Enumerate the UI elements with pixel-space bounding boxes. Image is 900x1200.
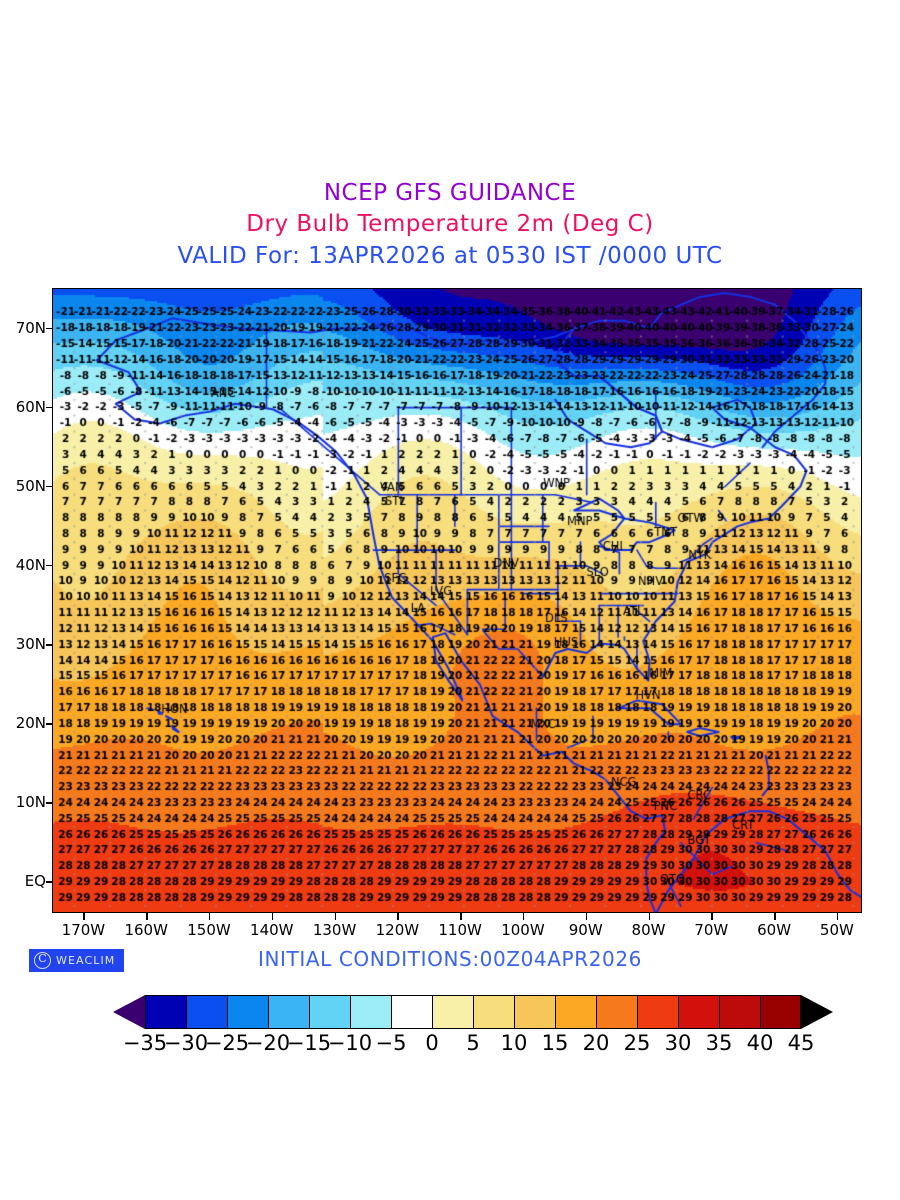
lat-tick-label: EQ [24,872,46,891]
lon-tick-label: 130W [312,921,357,939]
lat-tick-label: 60N [15,397,46,416]
weaclim-logo[interactable]: C WEACLIM [29,949,124,972]
colorbar [113,995,833,1029]
colorbar-cell [391,995,432,1029]
lon-tick-label: 50W [819,921,854,939]
lat-tick-label: 70N [15,318,46,337]
lat-tick [46,802,53,804]
lat-tick [46,327,53,330]
colorbar-cell [678,995,719,1029]
lat-tick-label: 10N [15,793,46,812]
lon-tick [334,913,337,920]
lat-tick [46,485,53,488]
colorbar-cell [473,995,514,1029]
colorbar-cell [719,995,760,1029]
lat-tick [46,881,53,883]
colorbar-tick: 25 [623,1031,651,1055]
lon-tick [460,913,462,920]
lon-tick-label: 160W [124,921,168,939]
lon-tick-label: 170W [61,921,106,939]
lon-tick-label: 110W [438,921,482,939]
colorbar-tick: 10 [500,1031,528,1055]
colorbar-tick: −30 [163,1031,209,1055]
lon-tick [648,913,650,920]
lat-tick [46,723,53,725]
lon-tick [208,913,211,920]
colorbar-over-arrow-icon [801,995,833,1029]
colorbar-tick: −5 [375,1031,407,1055]
lon-tick [522,913,525,920]
colorbar-tick: 40 [746,1031,774,1055]
colorbar-tick: −15 [286,1031,332,1055]
colorbar-cell [227,995,268,1029]
colorbar-cell [514,995,555,1029]
colorbar-tick: 0 [425,1031,439,1055]
colorbar-tick: −10 [327,1031,373,1055]
lon-tick-label: 60W [757,921,792,939]
colorbar-tick: 20 [582,1031,610,1055]
colorbar-cell [268,995,309,1029]
colorbar-cell [555,995,596,1029]
weaclim-label: WEACLIM [56,954,116,967]
colorbar-tick: 35 [705,1031,733,1055]
title-block: NCEP GFS GUIDANCE Dry Bulb Temperature 2… [0,178,900,272]
lon-tick [774,913,776,920]
lat-tick-label: 30N [15,635,46,653]
lat-tick-label: 40N [15,555,46,574]
lon-tick-label: 80W [631,921,666,939]
lon-tick-label: 100W [501,921,545,939]
page-title: NCEP GFS GUIDANCE [323,180,577,206]
lon-tick [271,913,274,920]
copyright-icon: C [34,952,51,969]
colorbar-cell [350,995,391,1029]
lat-tick [46,406,53,409]
initial-conditions-label: INITIAL CONDITIONS:00Z04APR2026 [257,947,642,971]
lon-tick-label: 120W [375,921,420,939]
colorbar-cell [760,995,801,1029]
colorbar-tick: 45 [787,1031,815,1055]
page-subtitle: Dry Bulb Temperature 2m (Deg C) [246,211,654,237]
lon-tick [836,913,839,920]
colorbar-tick: −20 [245,1031,291,1055]
colorbar-tick-labels: −35 −30 −25 −20 −15 −10 −5 0 5 10 15 20 25 30 35 40 45 [113,1031,833,1057]
lat-tick [46,644,53,646]
colorbar-cell [309,995,350,1029]
lat-tick-label: 20N [15,714,46,733]
temperature-map[interactable] [52,288,862,913]
lon-tick-label: 70W [694,921,729,939]
lon-tick [146,913,148,920]
colorbar-cell [186,995,227,1029]
lon-tick-label: 90W [568,921,603,939]
lon-tick [83,913,85,920]
colorbar-cell [145,995,186,1029]
colorbar-tick: 30 [664,1031,692,1055]
colorbar-tick: 15 [541,1031,569,1055]
colorbar-tick: −35 [122,1031,168,1055]
valid-time: VALID For: 13APR2026 at 0530 IST /0000 U… [177,243,723,269]
lat-tick [46,564,53,567]
lon-tick [397,913,399,920]
colorbar-cell [637,995,678,1029]
lon-tick-label: 140W [250,921,294,939]
colorbar-cells [145,995,801,1029]
lon-tick [585,913,588,920]
lon-tick-label: 150W [187,921,231,939]
colorbar-cell [432,995,473,1029]
colorbar-cell [596,995,637,1029]
lon-tick [711,913,713,920]
colorbar-tick: −25 [204,1031,250,1055]
colorbar-under-arrow-icon [113,995,145,1029]
colorbar-tick: 5 [466,1031,480,1055]
lat-tick-label: 50N [15,476,46,495]
map-raster [53,289,861,912]
